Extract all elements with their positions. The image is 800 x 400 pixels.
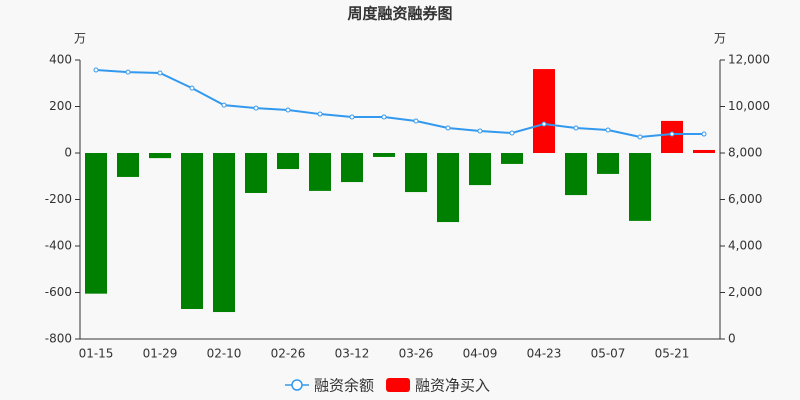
chart-title: 周度融资融券图 (347, 5, 452, 23)
line-point (573, 125, 579, 131)
line-point (317, 111, 323, 117)
bar (85, 153, 107, 294)
bar (213, 153, 235, 313)
line-point (189, 85, 195, 91)
bar (629, 153, 651, 221)
x-tick-label: 03-12 (335, 347, 370, 361)
y2-tick-label: 10,000 (728, 99, 770, 113)
bar (469, 153, 491, 186)
bar (149, 153, 171, 159)
line-point (509, 130, 515, 136)
bar (277, 153, 299, 170)
y2-tick-label: 6,000 (728, 192, 762, 206)
line-point (381, 114, 387, 120)
line-point (637, 134, 643, 140)
line-point (605, 127, 611, 133)
line-point (221, 102, 227, 108)
bar (373, 153, 395, 157)
line-point (93, 67, 99, 73)
y2-tick-label: 8,000 (728, 146, 762, 160)
y-tick-label: 0 (64, 146, 72, 160)
line-point (445, 125, 451, 131)
x-tick-label: 01-15 (79, 347, 114, 361)
legend-label: 融资净买入 (415, 377, 490, 395)
x-tick-label: 05-07 (591, 347, 626, 361)
x-tick-label: 02-10 (207, 347, 242, 361)
line-point (669, 131, 675, 137)
bar (693, 149, 715, 153)
x-tick-label: 05-21 (655, 347, 690, 361)
bar (501, 153, 523, 164)
bar (597, 153, 619, 174)
y2-tick-label: 2,000 (728, 285, 762, 299)
line-point (157, 70, 163, 76)
bar (437, 153, 459, 223)
line-point (701, 131, 707, 137)
y2-tick-label: 4,000 (728, 239, 762, 253)
line-point (413, 118, 419, 124)
y-tick-label: -800 (45, 332, 72, 346)
line-point (541, 121, 547, 127)
legend-icon (291, 379, 303, 391)
line-point (125, 69, 131, 75)
y-tick-label: 200 (49, 99, 72, 113)
y-tick-label: -200 (45, 192, 72, 206)
y2-unit: 万 (714, 32, 726, 46)
y-tick-label: 400 (49, 53, 72, 67)
bar (181, 153, 203, 310)
x-tick-label: 04-09 (463, 347, 498, 361)
y-tick-label: -600 (45, 285, 72, 299)
y-tick-label: -400 (45, 239, 72, 253)
line (95, 68, 704, 138)
bar (661, 120, 683, 153)
bar (245, 153, 267, 193)
bar (565, 153, 587, 196)
bar (405, 153, 427, 193)
y2-tick-label: 12,000 (728, 53, 770, 67)
legend-label: 融资余额 (314, 377, 374, 395)
legend-icon (386, 378, 411, 392)
x-tick-label: 04-23 (527, 347, 562, 361)
bar (117, 153, 139, 177)
line-point (477, 128, 483, 134)
y-unit: 万 (74, 32, 86, 46)
bar (341, 153, 363, 183)
y2-tick-label: 0 (728, 332, 736, 346)
line-point (253, 105, 259, 111)
x-tick-label: 03-26 (399, 347, 434, 361)
bar (533, 69, 555, 153)
bar (309, 153, 331, 191)
line-point (349, 114, 355, 120)
x-tick-label: 02-26 (271, 347, 306, 361)
line-point (285, 107, 291, 113)
x-tick-label: 01-29 (143, 347, 178, 361)
